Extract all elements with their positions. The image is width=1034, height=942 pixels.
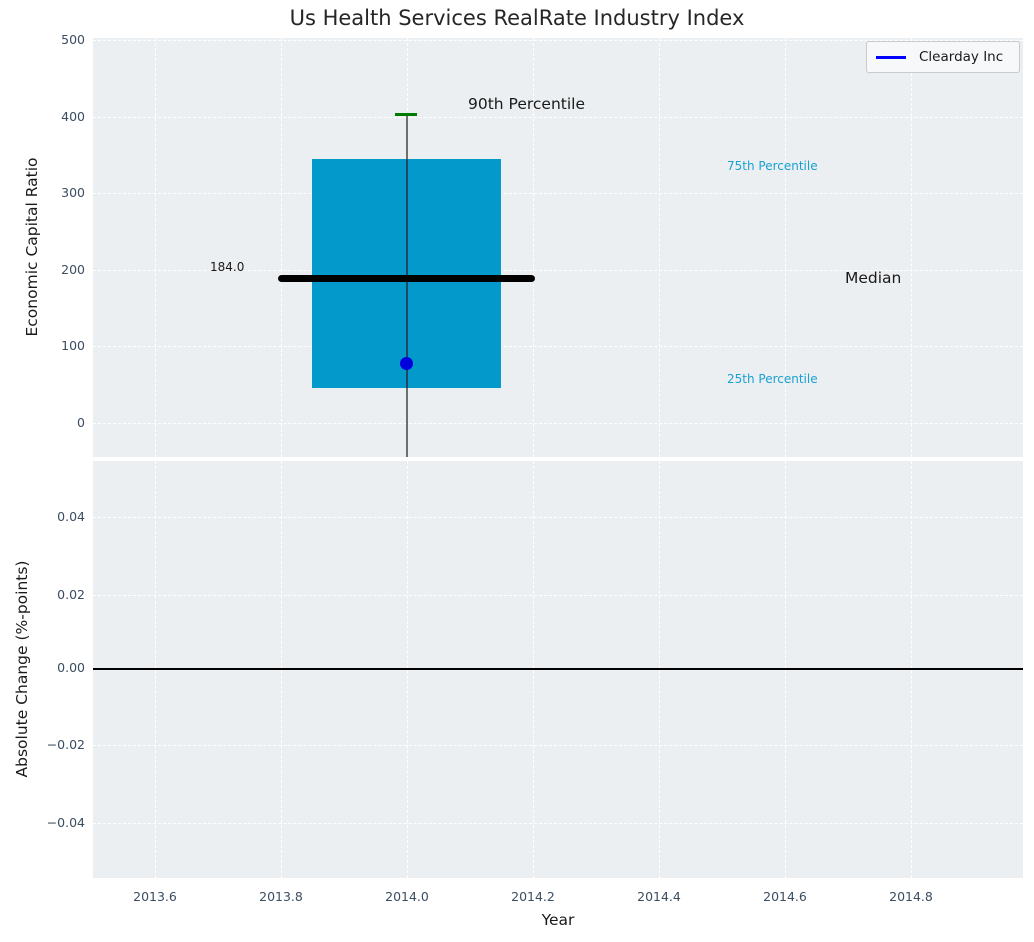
xtick-label: 2013.8 (259, 889, 303, 904)
bottom-axes (93, 461, 1023, 878)
p90-cap (395, 113, 417, 116)
median-line (278, 275, 535, 282)
legend-label: Clearday Inc (919, 49, 1004, 65)
p25-annotation: 25th Percentile (727, 372, 818, 386)
gridline-h-300 (93, 193, 1023, 194)
xtick-label: 2014.6 (763, 889, 807, 904)
gridline-v-2014-2 (533, 38, 534, 457)
xtick-label: 2014.2 (511, 889, 555, 904)
gridline-v-2014-4 (659, 38, 660, 457)
ytick-label: 300 (61, 185, 85, 200)
gridline-h-n002 (93, 745, 1023, 746)
ytick-label: 400 (61, 109, 85, 124)
clearday-dot (400, 357, 413, 370)
bottom-y-axis-label: Absolute Change (%-points) (13, 560, 31, 778)
gridline-v-2013-8 (281, 38, 282, 457)
ytick-label: 0.02 (57, 587, 85, 602)
xtick-label: 2014.8 (889, 889, 933, 904)
ytick-label: 0.04 (57, 509, 85, 524)
ytick-label: −0.04 (46, 815, 85, 830)
whisker-line-inner (406, 159, 408, 388)
chart-title: Us Health Services RealRate Industry Ind… (289, 6, 745, 30)
ytick-label: −0.02 (46, 737, 85, 752)
gridline-h-100 (93, 346, 1023, 347)
gridline-v-2014-6 (785, 38, 786, 457)
ytick-label: 0 (77, 415, 85, 430)
gridline-h-500 (93, 40, 1023, 41)
top-y-axis-label: Economic Capital Ratio (23, 157, 41, 337)
xtick-label: 2013.6 (133, 889, 177, 904)
gridline-h-004 (93, 517, 1023, 518)
gridline-h-002 (93, 595, 1023, 596)
ytick-label: 100 (61, 338, 85, 353)
x-axis-label: Year (541, 911, 575, 929)
legend: Clearday Inc (866, 41, 1020, 73)
gridline-h-400 (93, 117, 1023, 118)
ytick-label: 0.00 (57, 660, 85, 675)
median-annotation: Median (845, 269, 902, 287)
gridline-h-n004 (93, 823, 1023, 824)
gridline-v-2014-8 (911, 38, 912, 457)
legend-line-sample (876, 55, 906, 59)
zero-line (93, 668, 1023, 670)
ytick-label: 200 (61, 262, 85, 277)
median-value-label: 184.0 (210, 260, 245, 274)
xtick-label: 2014.0 (385, 889, 429, 904)
ytick-label: 500 (61, 32, 85, 47)
p90-annotation: 90th Percentile (468, 95, 586, 113)
xtick-label: 2014.4 (637, 889, 681, 904)
gridline-h-200 (93, 270, 1023, 271)
p75-annotation: 75th Percentile (727, 159, 818, 173)
gridline-v-2013-6 (155, 38, 156, 457)
top-axes: 184.0 90th Percentile 75th Percentile Me… (93, 38, 1023, 457)
gridline-h-0 (93, 423, 1023, 424)
